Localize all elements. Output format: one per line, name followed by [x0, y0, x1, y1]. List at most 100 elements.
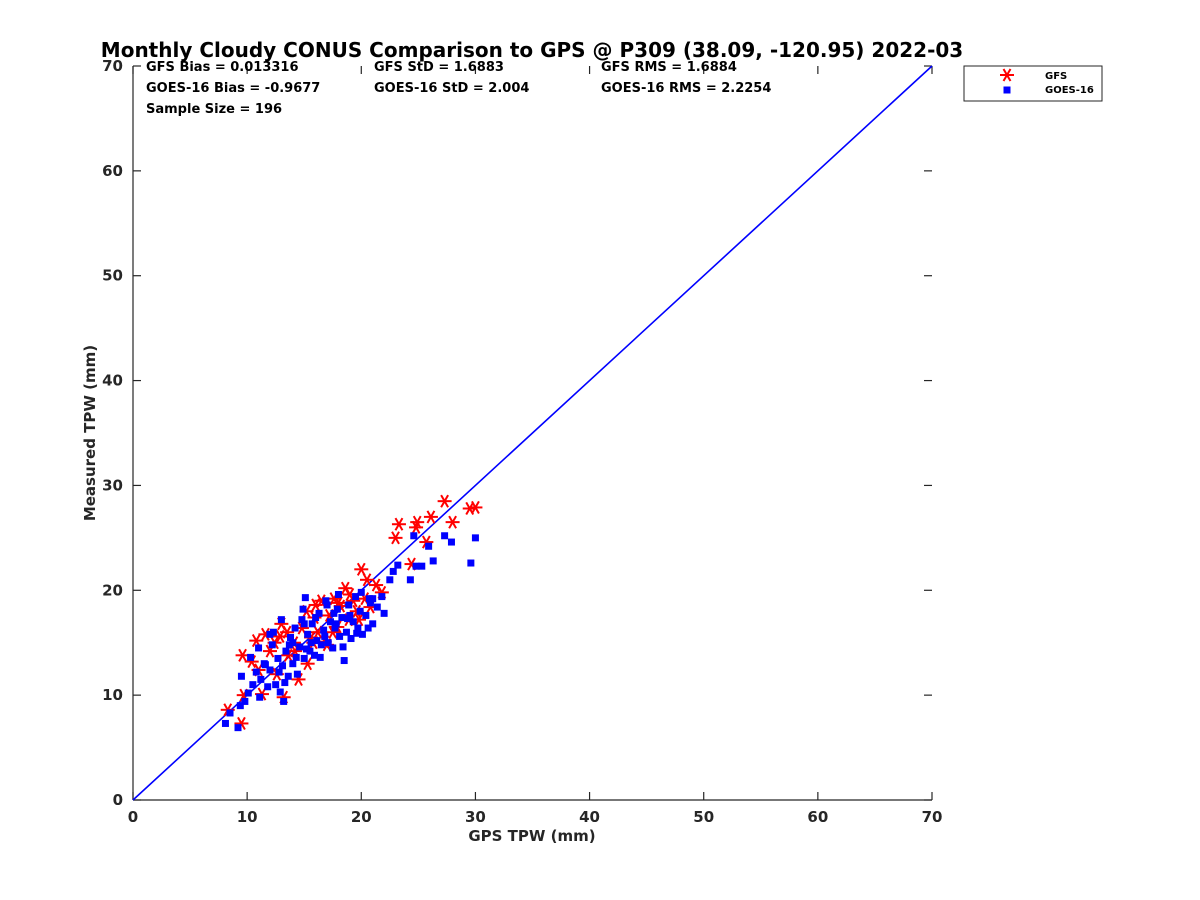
goes16-point [362, 611, 370, 619]
legend-goes16-square [1003, 86, 1011, 94]
stat-goes-bias: GOES-16 Bias = -0.9677 [146, 81, 320, 96]
stat-gfs-bias: GFS Bias = 0.013316 [146, 60, 299, 75]
goes16-point [226, 709, 234, 717]
goes16-point [285, 641, 293, 649]
goes16-point [349, 618, 357, 626]
goes16-point [317, 641, 325, 649]
y-ticks: 0 10 20 30 40 50 60 70 [102, 57, 932, 809]
x-tick-label: 0 [128, 808, 138, 826]
goes16-point [354, 624, 362, 632]
goes16-point [287, 633, 295, 641]
y-tick-label: 40 [102, 372, 123, 390]
goes16-point [257, 675, 265, 683]
x-axis-label: GPS TPW (mm) [468, 827, 595, 845]
goes16-point [301, 594, 309, 602]
goes16-point [331, 624, 339, 632]
gfs-point-stroke [440, 494, 449, 508]
goes16-point [334, 590, 342, 598]
goes16-point [249, 681, 257, 689]
goes16-point [300, 620, 308, 628]
goes16-point [342, 628, 350, 636]
goes16-point [312, 614, 320, 622]
goes16-point [353, 629, 361, 637]
gfs-point-stroke [238, 648, 247, 662]
goes16-point [410, 532, 418, 540]
goes16-point [369, 620, 377, 628]
goes16-point [366, 599, 374, 607]
goes16-point [279, 662, 287, 670]
stat-sample-size: Sample Size = 196 [146, 102, 282, 117]
x-tick-label: 20 [351, 808, 372, 826]
x-ticks: 0 10 20 30 40 50 60 70 [128, 66, 942, 826]
goes16-point [300, 654, 308, 662]
goes16-point [298, 616, 306, 624]
goes16-point [356, 607, 364, 615]
gfs-point-stroke [394, 517, 404, 531]
goes16-point [394, 561, 402, 569]
goes16-point [315, 609, 323, 617]
gfs-point [445, 515, 460, 529]
goes16-point [447, 538, 455, 546]
goes16-point [344, 615, 352, 623]
goes16-point [261, 661, 269, 669]
legend-goes16-marker [1003, 86, 1011, 94]
goes16-point [347, 635, 355, 643]
goes16-point [252, 668, 260, 676]
goes16-point [316, 653, 324, 661]
gfs-point-stroke [311, 598, 320, 612]
goes16-point [275, 668, 283, 676]
gfs-point [437, 494, 452, 508]
gfs-point-stroke [407, 557, 416, 571]
goes16-point [234, 724, 242, 732]
gfs-point-stroke [426, 510, 436, 524]
y-tick-label: 60 [102, 162, 123, 180]
goes16-point [340, 657, 348, 665]
series-goes16 [221, 532, 479, 732]
goes16-point [280, 697, 288, 705]
goes16-point [406, 576, 414, 584]
gfs-point [354, 562, 369, 576]
goes16-point [289, 660, 297, 668]
goes16-point [369, 595, 377, 603]
goes16-point [364, 624, 372, 632]
goes16-point [429, 557, 437, 565]
goes16-point [321, 632, 329, 640]
goes16-point [255, 644, 263, 652]
goes16-point [292, 653, 300, 661]
goes16-point [389, 567, 397, 575]
gfs-point-stroke [391, 531, 400, 545]
gfs-point-stroke [360, 592, 370, 606]
legend-goes16-label: GOES-16 [1045, 85, 1094, 96]
gfs-point-stroke [282, 625, 292, 639]
goes16-point [256, 693, 264, 701]
goes16-point [274, 654, 282, 662]
y-tick-label: 20 [102, 581, 123, 599]
gfs-point-stroke [421, 535, 431, 549]
goes16-point [380, 609, 388, 617]
gfs-point-stroke [345, 587, 355, 602]
goes16-point [378, 593, 386, 601]
gfs-point-stroke [251, 634, 261, 648]
goes16-point [299, 605, 307, 613]
legend-gfs-asterisk-stroke [1002, 68, 1012, 82]
goes16-point [237, 672, 245, 680]
goes16-point [352, 593, 360, 601]
goes16-point [282, 647, 290, 655]
gfs-point-stroke [448, 515, 457, 529]
y-tick-label: 50 [102, 267, 123, 285]
goes16-point [386, 576, 394, 584]
goes16-point [281, 679, 289, 687]
gfs-point [369, 578, 384, 592]
gfs-point [410, 515, 425, 529]
goes16-point [412, 562, 420, 570]
goes16-point [332, 620, 340, 628]
goes16-point [471, 534, 479, 542]
goes16-point [266, 666, 274, 674]
goes16-point [326, 618, 334, 626]
goes16-point [302, 645, 310, 653]
stat-gfs-rms: GFS RMS = 1.6884 [601, 60, 737, 75]
goes16-point [277, 616, 285, 624]
gfs-point-stroke [340, 581, 350, 595]
gfs-point [308, 598, 323, 612]
